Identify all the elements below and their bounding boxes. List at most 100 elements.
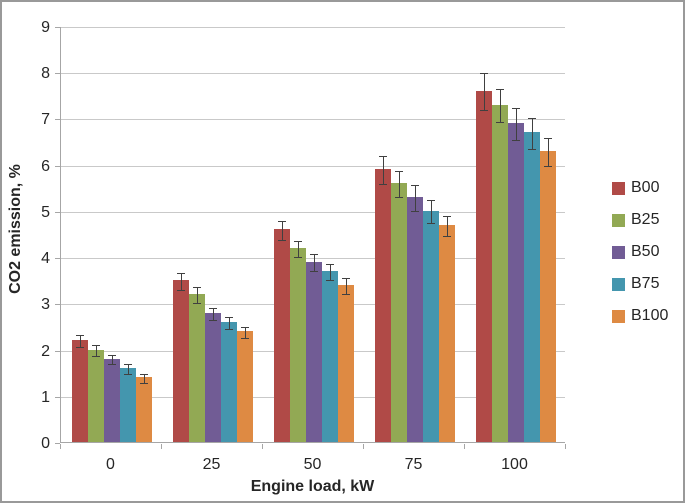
- y-tick-label-3: 3: [41, 296, 50, 314]
- error-bar-b25-load100: [499, 89, 501, 122]
- gridline-y9: [61, 27, 565, 28]
- error-bar-cap: [326, 279, 334, 281]
- error-bar-cap: [443, 215, 451, 217]
- error-bar-cap: [92, 356, 100, 358]
- error-bar-cap: [528, 148, 536, 150]
- error-bar-cap: [108, 355, 116, 357]
- legend-item-b75: B75: [612, 274, 668, 294]
- legend-label-b100: B100: [631, 307, 669, 324]
- bar-b00-load25: [172, 280, 189, 442]
- error-bar-cap: [124, 373, 132, 375]
- error-bar-cap: [278, 239, 286, 241]
- error-bar-cap: [294, 241, 302, 242]
- error-bar-cap: [294, 256, 302, 258]
- error-bar-cap: [241, 326, 249, 328]
- error-bar-cap: [528, 118, 536, 120]
- bar-b00-load50: [273, 229, 290, 442]
- error-bar-b50-load0: [111, 355, 113, 365]
- error-bar-cap: [108, 364, 116, 366]
- legend-item-b100: B100: [612, 306, 668, 326]
- error-bar-b25-load75: [398, 171, 400, 198]
- bar-b25-load50: [289, 247, 306, 442]
- legend-item-b25: B25: [612, 210, 668, 230]
- y-tick-mark: [55, 211, 60, 213]
- error-bar-b75-load100: [531, 118, 533, 149]
- bar-b50-load25: [204, 312, 221, 442]
- gridline-y5: [61, 211, 565, 213]
- x-tick-label-50: 50: [303, 456, 322, 473]
- error-bar-b50-load100: [515, 107, 517, 141]
- error-bar-b100-load0: [143, 373, 145, 383]
- error-bar-cap: [140, 373, 148, 375]
- bar-b00-load0: [71, 340, 88, 442]
- error-bar-cap: [76, 335, 84, 337]
- y-tick-mark: [55, 304, 60, 306]
- legend-label-b50: B50: [631, 243, 660, 260]
- error-bar-cap: [209, 307, 217, 309]
- legend: B00 B25 B50 B75 B100: [612, 178, 668, 338]
- error-bar-b75-load0: [127, 364, 129, 374]
- x-tick-mark: [262, 444, 263, 449]
- error-bar-cap: [342, 293, 350, 295]
- gridline-y6: [61, 165, 565, 167]
- bar-b00-load75: [374, 169, 391, 442]
- error-bar-cap: [177, 272, 185, 274]
- error-bar-b50-load50: [313, 254, 315, 272]
- x-tick-label-75: 75: [404, 456, 423, 473]
- x-tick-label-25: 25: [202, 456, 221, 473]
- y-tick-label-0: 0: [41, 435, 50, 452]
- bar-b75-load75: [422, 210, 439, 442]
- error-bar-cap: [342, 277, 350, 279]
- error-bar-cap: [379, 156, 387, 158]
- legend-item-b50: B50: [612, 242, 668, 262]
- x-tick-mark: [464, 444, 465, 449]
- error-bar-b00-load0: [79, 335, 81, 348]
- error-bar-b25-load0: [95, 345, 97, 357]
- error-bar-b100-load25: [244, 326, 246, 338]
- bar-b100-load50: [337, 284, 354, 442]
- x-tick-mark: [565, 444, 566, 449]
- gridline-y4: [61, 258, 565, 260]
- y-tick-mark: [55, 350, 60, 352]
- y-tick-mark: [55, 119, 60, 121]
- bar-b100-load75: [438, 224, 455, 442]
- error-bar-b75-load75: [430, 200, 432, 224]
- bar-b50-load100: [507, 123, 524, 442]
- x-axis-title: Engine load, kW: [250, 478, 375, 495]
- legend-swatch-b100: [612, 309, 625, 323]
- error-bar-cap: [480, 73, 488, 75]
- error-bar-cap: [310, 271, 318, 273]
- error-bar-cap: [480, 110, 488, 112]
- error-bar-cap: [411, 185, 419, 187]
- y-tick-mark: [55, 443, 60, 444]
- y-tick-label-9: 9: [41, 19, 50, 36]
- error-bar-cap: [395, 171, 403, 173]
- error-bar-b100-load50: [345, 277, 347, 294]
- bar-b00-load100: [475, 90, 492, 442]
- error-bar-cap: [209, 319, 217, 321]
- bar-b25-load75: [390, 183, 407, 442]
- gridline-y8: [61, 73, 565, 75]
- y-tick-label-8: 8: [41, 65, 50, 83]
- legend-label-b25: B25: [631, 211, 660, 228]
- bar-b75-load25: [220, 321, 237, 442]
- bar-b100-load0: [135, 377, 152, 442]
- x-tick-mark: [161, 444, 162, 449]
- error-bar-b00-load25: [180, 272, 182, 290]
- error-bar-cap: [310, 254, 318, 256]
- gridline-y7: [61, 119, 565, 121]
- error-bar-cap: [512, 107, 520, 109]
- error-bar-cap: [193, 303, 201, 305]
- y-tick-label-5: 5: [41, 203, 50, 221]
- legend-swatch-b75: [612, 277, 625, 291]
- error-bar-cap: [427, 200, 435, 202]
- y-tick-mark: [55, 27, 60, 28]
- legend-swatch-b25: [612, 213, 625, 227]
- error-bar-cap: [395, 197, 403, 199]
- x-tick-mark: [363, 444, 364, 449]
- x-tick-mark: [60, 444, 61, 449]
- error-bar-cap: [496, 121, 504, 123]
- legend-swatch-b50: [612, 245, 625, 259]
- error-bar-cap: [177, 289, 185, 291]
